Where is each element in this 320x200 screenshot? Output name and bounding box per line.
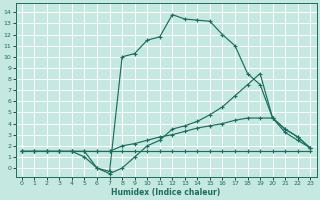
X-axis label: Humidex (Indice chaleur): Humidex (Indice chaleur) (111, 188, 221, 197)
